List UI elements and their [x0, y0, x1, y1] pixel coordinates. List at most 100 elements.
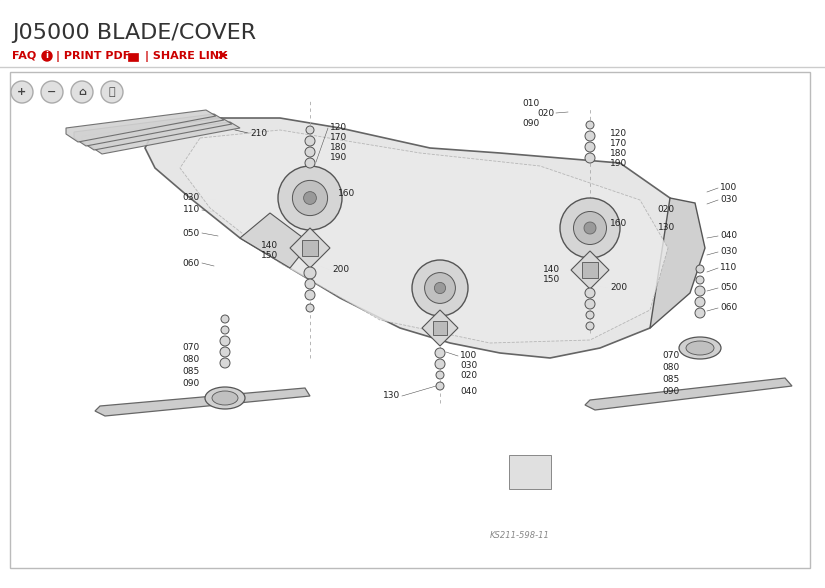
- Text: 110: 110: [183, 205, 200, 215]
- Polygon shape: [74, 114, 224, 146]
- FancyBboxPatch shape: [128, 52, 138, 61]
- Text: 150: 150: [261, 252, 278, 260]
- Text: 070: 070: [662, 352, 680, 360]
- Text: 060: 060: [720, 303, 738, 312]
- Text: 120: 120: [610, 129, 627, 138]
- Text: i: i: [45, 52, 49, 61]
- Ellipse shape: [212, 391, 238, 405]
- Text: KS211-598-11: KS211-598-11: [490, 532, 550, 540]
- Circle shape: [560, 198, 620, 258]
- Circle shape: [305, 158, 315, 168]
- Circle shape: [696, 265, 704, 273]
- FancyBboxPatch shape: [509, 455, 551, 489]
- Circle shape: [585, 131, 595, 141]
- Circle shape: [221, 315, 229, 323]
- Circle shape: [41, 81, 63, 103]
- Text: 085: 085: [183, 368, 200, 376]
- Text: 030: 030: [720, 248, 738, 256]
- Polygon shape: [585, 378, 792, 410]
- Text: | SHARE LINK: | SHARE LINK: [145, 51, 228, 62]
- Circle shape: [436, 371, 444, 379]
- Polygon shape: [650, 198, 705, 328]
- Polygon shape: [90, 122, 240, 154]
- Circle shape: [585, 153, 595, 163]
- Circle shape: [435, 282, 446, 293]
- Circle shape: [306, 304, 314, 312]
- Text: 090: 090: [523, 119, 540, 128]
- Text: 170: 170: [330, 133, 347, 142]
- Ellipse shape: [679, 337, 721, 359]
- Circle shape: [425, 273, 455, 303]
- Ellipse shape: [205, 387, 245, 409]
- Circle shape: [220, 347, 230, 357]
- Text: 080: 080: [183, 356, 200, 365]
- Polygon shape: [145, 118, 690, 358]
- Text: ⌂: ⌂: [78, 87, 86, 97]
- Circle shape: [573, 212, 606, 245]
- Text: 020: 020: [538, 109, 555, 118]
- Circle shape: [412, 260, 468, 316]
- Polygon shape: [240, 213, 310, 268]
- Circle shape: [585, 288, 595, 298]
- Circle shape: [586, 121, 594, 129]
- Text: 130: 130: [383, 392, 400, 400]
- Circle shape: [101, 81, 123, 103]
- Text: 070: 070: [183, 343, 200, 352]
- Text: 030: 030: [460, 362, 477, 370]
- Polygon shape: [82, 118, 232, 150]
- Text: 080: 080: [662, 363, 680, 373]
- Text: 100: 100: [460, 352, 477, 360]
- Circle shape: [306, 126, 314, 134]
- Text: FAQ: FAQ: [12, 51, 36, 61]
- Circle shape: [586, 322, 594, 330]
- Text: 030: 030: [720, 195, 738, 205]
- Text: 190: 190: [610, 159, 627, 168]
- Circle shape: [305, 290, 315, 300]
- Circle shape: [585, 299, 595, 309]
- Circle shape: [435, 359, 445, 369]
- Circle shape: [220, 358, 230, 368]
- Text: −: −: [47, 87, 57, 97]
- Polygon shape: [571, 251, 609, 289]
- Circle shape: [695, 286, 705, 296]
- Text: | PRINT PDF: | PRINT PDF: [56, 51, 130, 62]
- Circle shape: [304, 192, 317, 205]
- Circle shape: [695, 308, 705, 318]
- Text: J05000 BLADE/COVER: J05000 BLADE/COVER: [12, 23, 256, 43]
- Text: 030: 030: [183, 193, 200, 202]
- Text: 050: 050: [183, 229, 200, 238]
- Text: 210: 210: [250, 129, 267, 138]
- Text: 160: 160: [610, 219, 627, 228]
- Circle shape: [71, 81, 93, 103]
- Text: 200: 200: [610, 283, 627, 292]
- Text: 040: 040: [720, 232, 737, 240]
- Text: 040: 040: [460, 387, 477, 396]
- Text: 190: 190: [330, 153, 347, 162]
- Circle shape: [585, 142, 595, 152]
- Text: 140: 140: [543, 266, 560, 275]
- Circle shape: [278, 166, 342, 230]
- Circle shape: [436, 382, 444, 390]
- Text: 010: 010: [523, 99, 540, 109]
- Circle shape: [305, 147, 315, 157]
- Circle shape: [220, 336, 230, 346]
- Text: 085: 085: [662, 376, 680, 385]
- Text: 110: 110: [720, 263, 738, 272]
- Text: ⤢: ⤢: [109, 87, 116, 97]
- Text: 050: 050: [720, 283, 738, 292]
- FancyBboxPatch shape: [302, 240, 318, 256]
- FancyBboxPatch shape: [10, 72, 810, 568]
- Text: 130: 130: [658, 223, 675, 232]
- Text: 140: 140: [261, 242, 278, 250]
- Text: 100: 100: [720, 183, 738, 192]
- Text: 160: 160: [338, 189, 356, 198]
- Polygon shape: [66, 110, 216, 142]
- FancyBboxPatch shape: [432, 320, 447, 335]
- Text: 060: 060: [183, 259, 200, 268]
- Text: 020: 020: [460, 372, 477, 380]
- Circle shape: [435, 348, 445, 358]
- Circle shape: [695, 297, 705, 307]
- Circle shape: [305, 279, 315, 289]
- Text: 090: 090: [183, 379, 200, 389]
- Polygon shape: [95, 388, 310, 416]
